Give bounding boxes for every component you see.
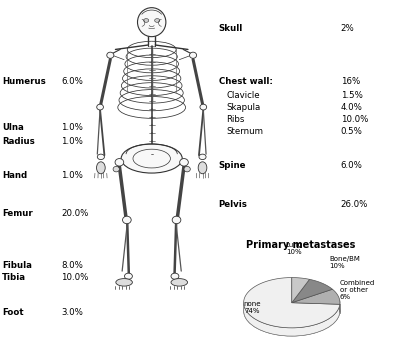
Ellipse shape [97, 162, 105, 174]
Text: Skull: Skull [219, 25, 243, 33]
Ellipse shape [180, 159, 188, 166]
Text: Primary metastases: Primary metastases [246, 240, 355, 250]
Text: 10.0%: 10.0% [61, 273, 88, 282]
Text: Femur: Femur [2, 209, 33, 218]
Ellipse shape [171, 279, 188, 286]
Ellipse shape [133, 149, 170, 168]
Text: 20.0%: 20.0% [61, 209, 88, 218]
Text: 4.0%: 4.0% [341, 103, 363, 112]
Text: Combined
or other
6%: Combined or other 6% [340, 280, 375, 300]
Ellipse shape [123, 216, 131, 224]
Text: 8.0%: 8.0% [61, 262, 83, 270]
Text: 3.0%: 3.0% [61, 308, 83, 316]
Polygon shape [243, 303, 340, 336]
Ellipse shape [154, 19, 160, 23]
Ellipse shape [172, 216, 181, 224]
Text: Spine: Spine [219, 161, 246, 170]
Polygon shape [292, 289, 340, 304]
Polygon shape [292, 278, 310, 303]
Text: 2%: 2% [341, 25, 355, 33]
Text: 1.5%: 1.5% [341, 91, 363, 100]
Text: Foot: Foot [2, 308, 24, 316]
Text: 1.0%: 1.0% [61, 137, 83, 146]
Text: Humerus: Humerus [2, 77, 46, 86]
Polygon shape [292, 279, 333, 303]
Text: Sternum: Sternum [227, 127, 264, 136]
Text: Hand: Hand [2, 171, 27, 180]
Ellipse shape [107, 52, 114, 58]
Ellipse shape [198, 162, 207, 174]
Ellipse shape [97, 154, 104, 160]
Ellipse shape [115, 159, 124, 166]
Text: Pelvis: Pelvis [219, 200, 247, 209]
Text: Clavicle: Clavicle [227, 91, 260, 100]
Polygon shape [243, 278, 340, 328]
Text: 1.0%: 1.0% [61, 171, 83, 180]
Text: 0.5%: 0.5% [341, 127, 363, 136]
Ellipse shape [199, 154, 206, 160]
Text: Radius: Radius [2, 137, 35, 146]
Text: 6.0%: 6.0% [61, 77, 83, 86]
Ellipse shape [113, 166, 119, 172]
Text: Ulna: Ulna [2, 123, 24, 132]
Text: Skapula: Skapula [227, 103, 261, 112]
Ellipse shape [125, 273, 132, 279]
Ellipse shape [184, 166, 190, 172]
Ellipse shape [171, 273, 179, 279]
Text: Bone/BM
10%: Bone/BM 10% [329, 256, 360, 269]
Text: 26.0%: 26.0% [341, 200, 368, 209]
Ellipse shape [121, 144, 182, 173]
Text: Fibula: Fibula [2, 262, 32, 270]
Ellipse shape [138, 8, 166, 36]
Ellipse shape [190, 52, 197, 58]
Text: 16%: 16% [341, 77, 360, 86]
Ellipse shape [143, 19, 149, 23]
Text: 1.0%: 1.0% [61, 123, 83, 132]
Ellipse shape [200, 104, 206, 110]
Text: Tibia: Tibia [2, 273, 26, 282]
Text: Chest wall:: Chest wall: [219, 77, 273, 86]
Text: none
74%: none 74% [243, 301, 261, 314]
Ellipse shape [97, 104, 103, 110]
Text: 6.0%: 6.0% [341, 161, 363, 170]
Ellipse shape [243, 286, 340, 336]
Ellipse shape [116, 279, 132, 286]
Text: Lung
10%: Lung 10% [286, 242, 303, 255]
Text: Ribs: Ribs [227, 115, 245, 124]
Text: 10.0%: 10.0% [341, 115, 368, 124]
